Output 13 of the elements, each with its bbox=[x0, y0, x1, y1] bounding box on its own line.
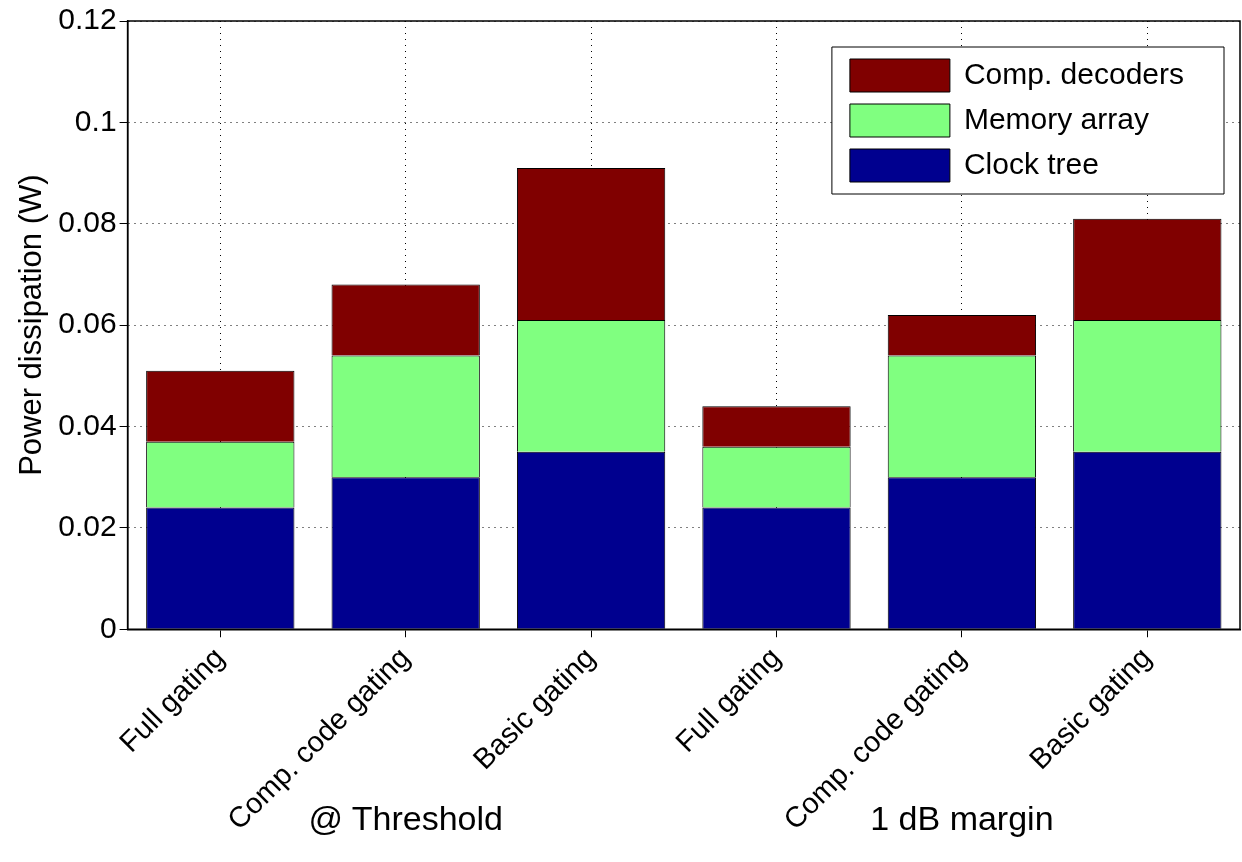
y-tick-label: 0.06 bbox=[58, 306, 117, 340]
y-tick-label: 0 bbox=[99, 610, 117, 644]
legend-label: Comp. decoders bbox=[963, 57, 1184, 91]
text: @ Threshold bbox=[308, 799, 503, 838]
text: 1 dB margin bbox=[870, 799, 1054, 838]
y-axis-title: Power dissipation (W) bbox=[13, 174, 49, 476]
y-tick-label: 0.08 bbox=[58, 205, 117, 239]
y-tick-label: 0.1 bbox=[74, 103, 117, 137]
y-tick-label: 0.12 bbox=[58, 2, 117, 36]
y-tick-label: 0.04 bbox=[58, 407, 117, 441]
y-tick-label: 0.02 bbox=[58, 509, 117, 543]
legend-label: Memory array bbox=[963, 102, 1149, 136]
legend-label: Clock tree bbox=[963, 147, 1099, 181]
